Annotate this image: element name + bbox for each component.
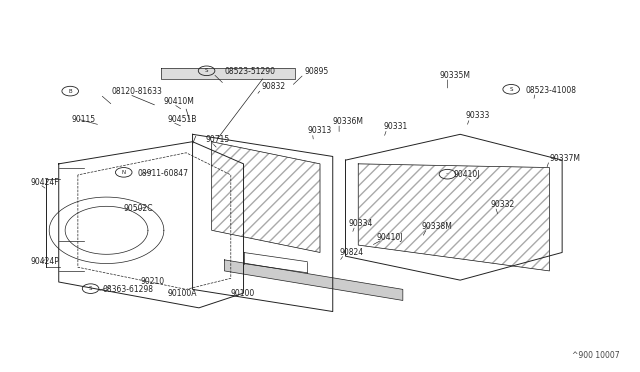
Text: 90100A: 90100A — [167, 289, 196, 298]
Text: B: B — [68, 89, 72, 94]
Text: 90832: 90832 — [261, 82, 285, 91]
Text: 08363-61298: 08363-61298 — [102, 285, 153, 294]
Text: 90333: 90333 — [465, 111, 490, 121]
Text: 08120-81633: 08120-81633 — [111, 87, 163, 96]
Text: ^900 10007: ^900 10007 — [572, 350, 620, 359]
Text: 90313: 90313 — [307, 126, 332, 135]
Text: S: S — [509, 87, 513, 92]
Text: S: S — [205, 68, 209, 73]
Text: 90895: 90895 — [304, 67, 328, 76]
Text: 90334: 90334 — [349, 219, 373, 228]
Text: N: N — [122, 170, 126, 175]
Text: 90100: 90100 — [231, 289, 255, 298]
Text: 90410M: 90410M — [164, 97, 195, 106]
Text: 90715: 90715 — [205, 135, 230, 144]
Text: 90337M: 90337M — [549, 154, 580, 163]
Text: 90335M: 90335M — [440, 71, 471, 80]
Text: S: S — [89, 286, 92, 291]
Text: –: – — [446, 172, 449, 177]
Text: 90424P: 90424P — [30, 257, 59, 266]
Text: 08523-41008: 08523-41008 — [526, 86, 577, 94]
Text: 90331: 90331 — [384, 122, 408, 131]
Text: 90115: 90115 — [72, 115, 95, 124]
Text: 08911-60847: 08911-60847 — [137, 169, 188, 177]
Text: 90424F: 90424F — [30, 178, 59, 187]
Text: 90410J: 90410J — [454, 170, 480, 179]
Text: 90336M: 90336M — [333, 117, 364, 126]
Text: 90451B: 90451B — [167, 115, 196, 124]
Polygon shape — [161, 68, 294, 79]
Text: 90502C: 90502C — [124, 204, 153, 214]
Text: 90338M: 90338M — [422, 222, 453, 231]
Text: 90824: 90824 — [339, 248, 364, 257]
Text: 90410J: 90410J — [376, 233, 403, 242]
Text: 90210: 90210 — [140, 277, 164, 286]
Text: 90332: 90332 — [491, 200, 515, 209]
Polygon shape — [225, 260, 403, 301]
Text: 08523-51290: 08523-51290 — [225, 67, 275, 76]
